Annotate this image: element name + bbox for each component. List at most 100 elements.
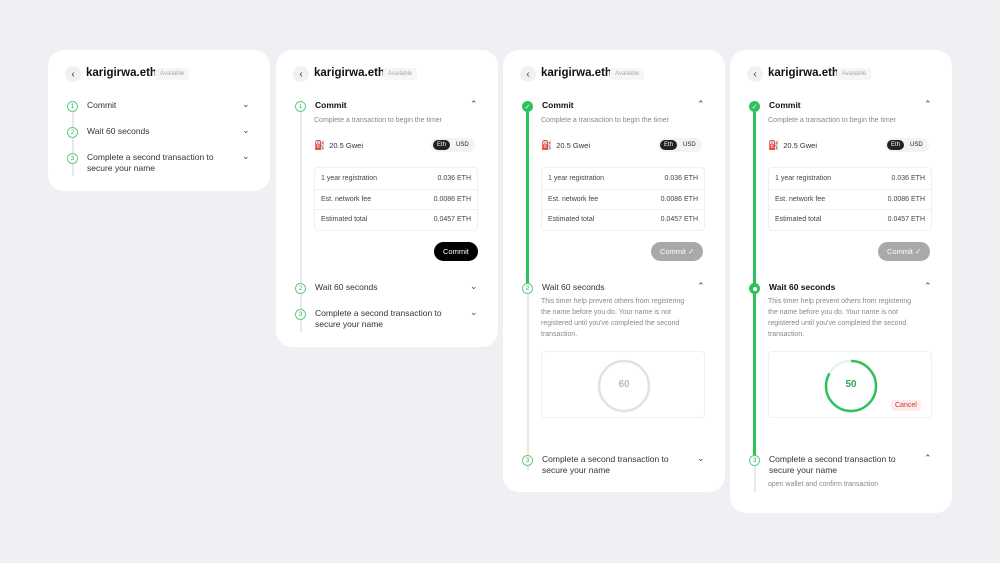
currency-eth[interactable]: Eth xyxy=(433,140,451,150)
step-card: ‹ karigirwa.eth Available ✓ Commit ⌃ Wait 60 s… xyxy=(730,50,952,513)
step-title-line: Complete a second transaction to xyxy=(542,454,669,464)
step-title[interactable]: Commit xyxy=(769,100,801,110)
step-toggle[interactable]: ⌃ xyxy=(697,99,705,110)
step-title-line: secure your name xyxy=(542,465,611,475)
step-toggle[interactable]: ⌄ xyxy=(242,125,250,136)
cost-label: 1 year registration xyxy=(321,174,378,182)
cost-label: Est. network fee xyxy=(321,195,372,203)
cancel-button[interactable]: Cancel xyxy=(891,400,921,411)
cost-row: Estimated total 0.0457 ETH xyxy=(769,209,931,230)
chevron-up-icon: ⌃ xyxy=(697,99,705,109)
step-indicator-2 xyxy=(749,283,760,294)
currency-toggle[interactable]: Eth USD xyxy=(431,138,475,152)
back-button[interactable]: ‹ xyxy=(293,66,309,82)
cost-value: 0.0457 ETH xyxy=(433,216,471,224)
step-indicator-3: 3 xyxy=(522,455,533,466)
step-toggle[interactable]: ⌃ xyxy=(924,281,932,292)
chevron-down-icon: ⌄ xyxy=(697,453,705,463)
currency-usd[interactable]: USD xyxy=(456,142,469,148)
gas-price: ⛽ 20.5 Gwei xyxy=(768,140,817,151)
step-title[interactable]: Complete a second transaction to secure y… xyxy=(315,308,460,330)
cost-value: 0.036 ETH xyxy=(664,174,698,182)
step-toggle[interactable]: ⌄ xyxy=(697,453,705,464)
step-toggle[interactable]: ⌄ xyxy=(470,307,478,318)
step-number: 3 xyxy=(298,311,303,318)
step-title[interactable]: Commit xyxy=(87,100,117,110)
timer-box: 50 xyxy=(768,351,932,418)
commit-button[interactable]: Commit ✓ xyxy=(651,242,704,261)
countdown-value: 60 xyxy=(618,379,630,390)
back-button[interactable]: ‹ xyxy=(65,66,81,82)
step-indicator-3: 3 xyxy=(295,309,306,320)
step-description: Complete a transaction to begin the time… xyxy=(768,117,897,124)
chevron-left-icon: ‹ xyxy=(299,68,303,80)
back-button[interactable]: ‹ xyxy=(520,66,536,82)
step-toggle[interactable]: ⌃ xyxy=(924,99,932,110)
step-toggle[interactable]: ⌄ xyxy=(242,99,250,110)
step-title[interactable]: Wait 60 seconds xyxy=(87,126,150,136)
commit-button[interactable]: Commit xyxy=(434,242,478,261)
chevron-down-icon: ⌄ xyxy=(242,125,250,135)
step-toggle[interactable]: ⌃ xyxy=(470,99,478,110)
domain-name: karigirwa.eth xyxy=(541,67,612,79)
chevron-left-icon: ‹ xyxy=(526,68,530,80)
cost-row: Estimated total 0.0457 ETH xyxy=(542,209,704,230)
step-title[interactable]: Wait 60 seconds xyxy=(769,282,836,292)
step-title[interactable]: Wait 60 seconds xyxy=(315,282,378,292)
chevron-left-icon: ‹ xyxy=(71,68,75,80)
chevron-down-icon: ⌄ xyxy=(470,281,478,291)
step-title[interactable]: Complete a second transaction to secure y… xyxy=(87,152,232,174)
step-indicator-1: ✓ xyxy=(522,101,533,112)
step-title[interactable]: Commit xyxy=(542,100,574,110)
cost-row: 1 year registration 0.036 ETH xyxy=(315,168,477,189)
availability-badge: Available xyxy=(837,68,872,80)
step-toggle[interactable]: ⌃ xyxy=(924,453,932,464)
commit-button[interactable]: Commit ✓ xyxy=(878,242,931,261)
currency-eth[interactable]: Eth xyxy=(887,140,905,150)
description-line: transaction. xyxy=(541,331,578,338)
cost-table: 1 year registration 0.036 ETH Est. network… xyxy=(768,167,932,231)
step-card: ‹ karigirwa.eth Available 1 Commit ⌃ 2 Wait 60 … xyxy=(276,50,498,347)
back-button[interactable]: ‹ xyxy=(747,66,763,82)
step-title-line: Complete a second transaction to xyxy=(769,454,896,464)
step-title[interactable]: Complete a second transaction to secure y… xyxy=(542,454,687,476)
availability-badge: Available xyxy=(383,68,418,80)
step-toggle[interactable]: ⌃ xyxy=(697,281,705,292)
cost-label: Est. network fee xyxy=(548,195,599,203)
cost-value: 0.0457 ETH xyxy=(887,216,925,224)
domain-name: karigirwa.eth xyxy=(86,67,157,79)
step-title[interactable]: Wait 60 seconds xyxy=(542,282,605,292)
chevron-up-icon: ⌃ xyxy=(924,281,932,291)
currency-toggle[interactable]: Eth USD xyxy=(885,138,929,152)
gas-pump-icon: ⛽ xyxy=(541,140,553,150)
step-title[interactable]: Commit xyxy=(315,100,347,110)
step-title[interactable]: Complete a second transaction to secure y… xyxy=(769,454,914,476)
step-toggle[interactable]: ⌄ xyxy=(242,151,250,162)
step-toggle[interactable]: ⌄ xyxy=(470,281,478,292)
currency-eth[interactable]: Eth xyxy=(660,140,678,150)
check-icon: ✓ xyxy=(914,247,922,256)
currency-toggle[interactable]: Eth USD xyxy=(658,138,702,152)
step-number: 1 xyxy=(298,103,303,110)
currency-usd[interactable]: USD xyxy=(683,142,696,148)
step-indicator-1: 1 xyxy=(67,101,78,112)
gas-value: 20.5 Gwei xyxy=(556,141,590,150)
cost-row: Estimated total 0.0457 ETH xyxy=(315,209,477,230)
step-number: 3 xyxy=(752,457,757,464)
currency-usd[interactable]: USD xyxy=(910,142,923,148)
chevron-up-icon: ⌃ xyxy=(924,99,932,109)
cost-label: Estimated total xyxy=(321,216,368,224)
chevron-down-icon: ⌄ xyxy=(242,151,250,161)
cost-row: Est. network fee 0.0086 ETH xyxy=(542,188,704,210)
step-indicator-3: 3 xyxy=(749,455,760,466)
progress-track xyxy=(526,112,529,285)
step-number: 3 xyxy=(525,457,530,464)
gas-pump-icon: ⛽ xyxy=(314,140,326,150)
step-title-line: secure your name xyxy=(87,163,156,173)
step-card: ‹ karigirwa.eth Available ✓ Commit ⌃ 2 Wait 60 … xyxy=(503,50,725,492)
step-indicator-2: 2 xyxy=(522,283,533,294)
availability-badge: Available xyxy=(155,68,190,80)
step-description: open wallet and confirm transaction xyxy=(768,481,879,488)
chevron-down-icon: ⌄ xyxy=(470,307,478,317)
description-line: This timer help prevent others from regi… xyxy=(768,298,912,305)
